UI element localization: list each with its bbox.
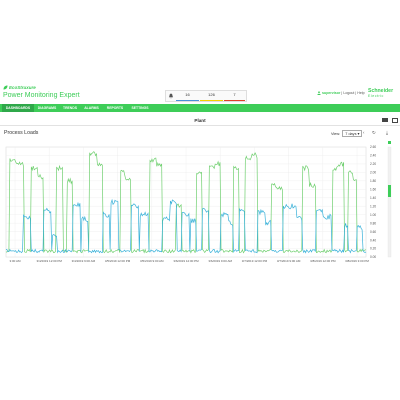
- y-tick-label: 1.00: [370, 213, 376, 217]
- product-name: Power Monitoring Expert: [3, 92, 80, 99]
- logo-line2: Electric: [368, 94, 384, 98]
- tab-settings[interactable]: SETTINGS: [131, 106, 149, 110]
- user-icon: [317, 91, 321, 96]
- alarm-low-label: 16: [185, 92, 190, 97]
- user-menu: supervisor | Logout | Help: [317, 91, 365, 96]
- page-header: Plant: [0, 116, 400, 126]
- alarm-summary[interactable]: 16 126 7: [165, 90, 247, 102]
- export-icon[interactable]: ⤓: [386, 130, 388, 135]
- x-tick-label: 3/6/2019 9:00 AM: [208, 259, 232, 263]
- x-tick-label: 3/6/2019 12:00 PM: [173, 259, 199, 263]
- alarm-bell-icon: [168, 93, 174, 99]
- app-header: EcoStruxure Power Monitoring Expert 16 1…: [0, 85, 400, 105]
- y-tick-label: 2.00: [370, 171, 376, 175]
- alarm-high-label: 7: [233, 92, 236, 97]
- x-tick-label: 3/4/2019 9:00 AM: [72, 259, 96, 263]
- alarm-high-bar: [224, 99, 245, 101]
- alarm-low-bar: [176, 99, 199, 101]
- alarm-count-high[interactable]: 7: [224, 91, 245, 101]
- x-tick-label: 3/5/2019 12:00 PM: [105, 259, 131, 263]
- brand-ecostruxure: EcoStruxure: [3, 85, 36, 90]
- alarm-medium-bar: [200, 99, 223, 101]
- process-loads-chart: 2.60 2.40 2.20 2.00 1.80 1.60 1.40 1.20 1.00 0.80…: [5, 141, 392, 263]
- alarm-medium-label: 126: [208, 92, 215, 97]
- y-tick-label: 1.60: [370, 188, 376, 192]
- x-tick-label: 3/7/2019 9:00 AM: [277, 259, 301, 263]
- widget-title: Process Loads: [4, 130, 39, 136]
- alarm-count-medium[interactable]: 126: [200, 91, 223, 101]
- main-nav: DASHBOARDS DIAGRAMS TRENDS ALARMS REPORT…: [0, 104, 400, 112]
- alarm-count-low[interactable]: 16: [176, 91, 199, 101]
- y-tick-label: 1.20: [370, 204, 376, 208]
- x-tick-label: 3/4/2019 12:00 PM: [37, 259, 63, 263]
- y-tick-label: 2.60: [370, 145, 376, 149]
- y-tick-label: 2.20: [370, 162, 376, 166]
- y-tick-label: 1.40: [370, 196, 376, 200]
- page-title: Plant: [194, 118, 206, 123]
- y-tick-label: 1.80: [370, 179, 376, 183]
- help-link[interactable]: Help: [357, 91, 365, 95]
- leaf-icon: [3, 85, 8, 90]
- tab-alarms[interactable]: ALARMS: [84, 106, 99, 110]
- y-tick-label: 0.60: [370, 230, 376, 234]
- view-select[interactable]: 7 days ▾: [342, 130, 363, 137]
- tab-reports[interactable]: REPORTS: [106, 106, 124, 110]
- logo-line1: Schneider: [368, 88, 394, 94]
- view-label: View:: [331, 132, 341, 136]
- zoom-top-button: [388, 141, 391, 144]
- previous-icon[interactable]: ‹: [363, 130, 365, 135]
- x-tick-label: 3/7/2019 12:00 PM: [242, 259, 268, 263]
- x-tick-label: 3:00 AM: [9, 259, 21, 263]
- y-tick-label: 0.00: [370, 255, 376, 259]
- zoom-track: [387, 146, 392, 258]
- y-tick-label: 0.80: [370, 221, 376, 225]
- x-tick-label: 3/5/2019 9:00 AM: [140, 259, 164, 263]
- slideshow-icon[interactable]: [382, 118, 388, 122]
- tab-diagrams[interactable]: DIAGRAMS: [37, 106, 57, 110]
- user-name[interactable]: supervisor: [322, 91, 341, 95]
- chevron-down-icon: ▾: [357, 132, 360, 136]
- view-value: 7 days: [345, 132, 357, 136]
- schneider-logo: Schneider Electric: [368, 88, 398, 102]
- zoom-handle: [388, 185, 391, 197]
- y-tick-label: 0.20: [370, 247, 376, 251]
- logout-link[interactable]: Logout: [343, 91, 355, 95]
- x-tick-label: 3/8/2019 12:00 PM: [310, 259, 336, 263]
- view-selector: View: 7 days ▾: [331, 130, 363, 137]
- x-tick-label: 3/8/2019 3:00 PM: [345, 259, 369, 263]
- refresh-icon[interactable]: ↻: [372, 130, 376, 135]
- y-tick-label: 2.40: [370, 154, 376, 158]
- tab-trends[interactable]: TRENDS: [63, 106, 77, 110]
- series-line-blue: [5, 198, 367, 254]
- tab-dashboards[interactable]: DASHBOARDS: [2, 104, 34, 112]
- y-tick-label: 0.40: [370, 238, 376, 242]
- window-icon[interactable]: [392, 118, 398, 123]
- app-window: EcoStruxure Power Monitoring Expert 16 1…: [0, 85, 400, 275]
- brand-top-label: EcoStruxure: [9, 85, 36, 90]
- series-line-green: [5, 151, 367, 254]
